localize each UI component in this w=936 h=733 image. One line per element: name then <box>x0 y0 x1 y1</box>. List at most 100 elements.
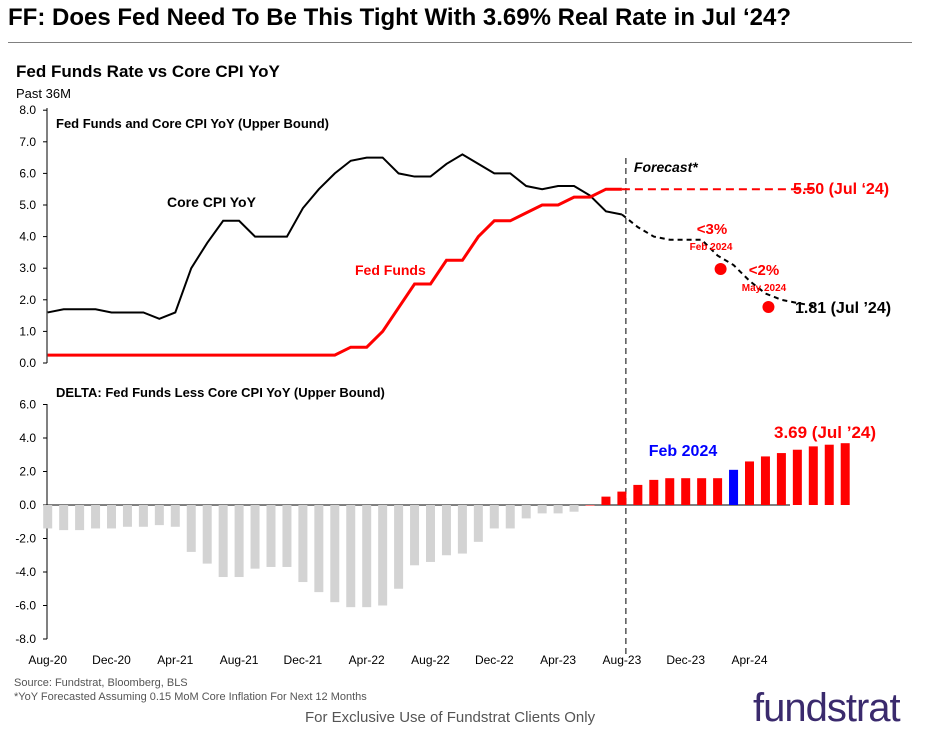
line-series <box>47 153 814 357</box>
exclusive-note: For Exclusive Use of Fundstrat Clients O… <box>305 709 596 726</box>
lower-y-tick-label: 2.0 <box>19 465 36 479</box>
x-tick-label: Aug-22 <box>411 653 450 667</box>
fed-funds-label: Fed Funds <box>355 262 426 278</box>
feb-2024-threshold-label: <3% <box>697 221 727 238</box>
lower-panel-title: DELTA: Fed Funds Less Core CPI YoY (Uppe… <box>56 385 385 400</box>
delta-bar <box>760 456 770 505</box>
delta-bar <box>186 505 196 552</box>
core-cpi-line <box>47 153 623 320</box>
chart-labels: Forecast* Fed Funds and Core CPI YoY (Upp… <box>56 116 891 460</box>
x-tick-label: Aug-21 <box>220 653 259 667</box>
delta-bar <box>330 505 340 603</box>
source-note: Source: Fundstrat, Bloomberg, BLS <box>14 677 188 689</box>
core-cpi-forecast-line <box>621 213 814 307</box>
may-2024-marker <box>762 300 775 313</box>
delta-bar <box>840 443 850 505</box>
upper-y-tick-label: 4.0 <box>19 230 36 244</box>
delta-bar <box>776 453 786 505</box>
x-tick-label: Dec-20 <box>92 653 131 667</box>
delta-bar <box>537 505 547 514</box>
lower-y-tick-label: -2.0 <box>15 532 36 546</box>
forecast-note: *YoY Forecasted Assuming 0.15 MoM Core I… <box>14 691 367 703</box>
delta-bar <box>713 478 723 505</box>
upper-panel-title: Fed Funds and Core CPI YoY (Upper Bound) <box>56 116 329 131</box>
delta-bar <box>681 478 691 505</box>
upper-y-tick-label: 1.0 <box>19 324 36 338</box>
delta-bar <box>457 505 467 554</box>
upper-y-tick-label: 7.0 <box>19 135 36 149</box>
delta-bar <box>170 505 180 527</box>
x-tick-label: Apr-21 <box>157 653 193 667</box>
delta-bar <box>441 505 451 556</box>
x-tick-label: Apr-23 <box>540 653 576 667</box>
x-tick-label: Apr-22 <box>349 653 385 667</box>
fundstrat-logo: fundstrat <box>753 686 901 730</box>
lower-y-tick-label: 0.0 <box>19 498 36 512</box>
x-tick-label: Aug-23 <box>603 653 642 667</box>
delta-bar <box>729 469 739 505</box>
delta-bar <box>378 505 388 606</box>
x-tick-label: Apr-24 <box>731 653 767 667</box>
delta-bar <box>792 449 802 505</box>
delta-bar <box>521 505 531 519</box>
delta-bar <box>75 505 85 531</box>
fed-funds-end-label: 5.50 (Jul ‘24) <box>793 181 889 198</box>
delta-bars <box>43 443 850 608</box>
delta-bar <box>649 479 659 505</box>
delta-bar <box>91 505 101 529</box>
delta-bar <box>426 505 435 562</box>
lower-y-tick-label: 4.0 <box>19 431 36 445</box>
delta-bar <box>59 505 69 531</box>
delta-bar <box>234 505 244 578</box>
delta-bar <box>346 505 356 608</box>
delta-bar <box>585 505 595 506</box>
delta-bar <box>266 505 276 567</box>
upper-y-tick-label: 0.0 <box>19 356 36 370</box>
delta-bar <box>122 505 132 527</box>
delta-bar <box>553 505 563 514</box>
lower-y-tick-label: -4.0 <box>15 565 36 579</box>
core-cpi-end-label: 1.81 (Jul ’24) <box>795 300 891 317</box>
delta-bar <box>697 478 707 505</box>
upper-y-tick-label: 6.0 <box>19 166 36 180</box>
delta-bar <box>569 505 579 512</box>
delta-bar <box>601 496 611 505</box>
delta-bar <box>202 505 212 564</box>
delta-bar <box>824 444 834 505</box>
delta-bar <box>154 505 164 526</box>
delta-highlight-label: Feb 2024 <box>649 443 718 460</box>
delta-bar <box>43 505 53 529</box>
core-cpi-label: Core CPI YoY <box>167 194 257 210</box>
title-divider <box>8 42 912 43</box>
upper-y-tick-label: 3.0 <box>19 261 36 275</box>
delta-bar <box>617 491 627 505</box>
delta-bar <box>489 505 499 529</box>
upper-y-tick-label: 5.0 <box>19 198 36 212</box>
upper-y-tick-label: 8.0 <box>19 103 36 117</box>
delta-bar <box>633 484 643 505</box>
delta-bar <box>314 505 324 593</box>
delta-bar <box>808 446 818 505</box>
delta-bar <box>298 505 308 583</box>
x-tick-label: Dec-22 <box>475 653 514 667</box>
delta-bar <box>745 461 754 505</box>
delta-bar <box>218 505 228 578</box>
feb-2024-date-label: Feb 2024 <box>690 242 733 253</box>
may-2024-threshold-label: <2% <box>749 262 779 279</box>
delta-bar <box>410 505 420 566</box>
chart-subtitle: Past 36M <box>16 86 71 101</box>
upper-y-tick-label: 2.0 <box>19 293 36 307</box>
forecast-label: Forecast* <box>634 159 698 175</box>
x-tick-label: Dec-23 <box>666 653 705 667</box>
delta-bar <box>394 505 404 589</box>
chart-title: Fed Funds Rate vs Core CPI YoY <box>16 62 280 81</box>
delta-bar <box>250 505 260 569</box>
fed-funds-line <box>47 187 622 357</box>
delta-bar <box>138 505 148 527</box>
x-tick-label: Dec-21 <box>284 653 323 667</box>
delta-bar <box>282 505 292 567</box>
delta-end-label: 3.69 (Jul ’24) <box>774 423 876 442</box>
chart-axes: 0.0 1.0 2.0 3.0 4.0 5.0 6.0 7.0 8.0 -8.0 -6.0 -4.0 -… <box>15 103 790 667</box>
delta-bar <box>505 505 515 529</box>
